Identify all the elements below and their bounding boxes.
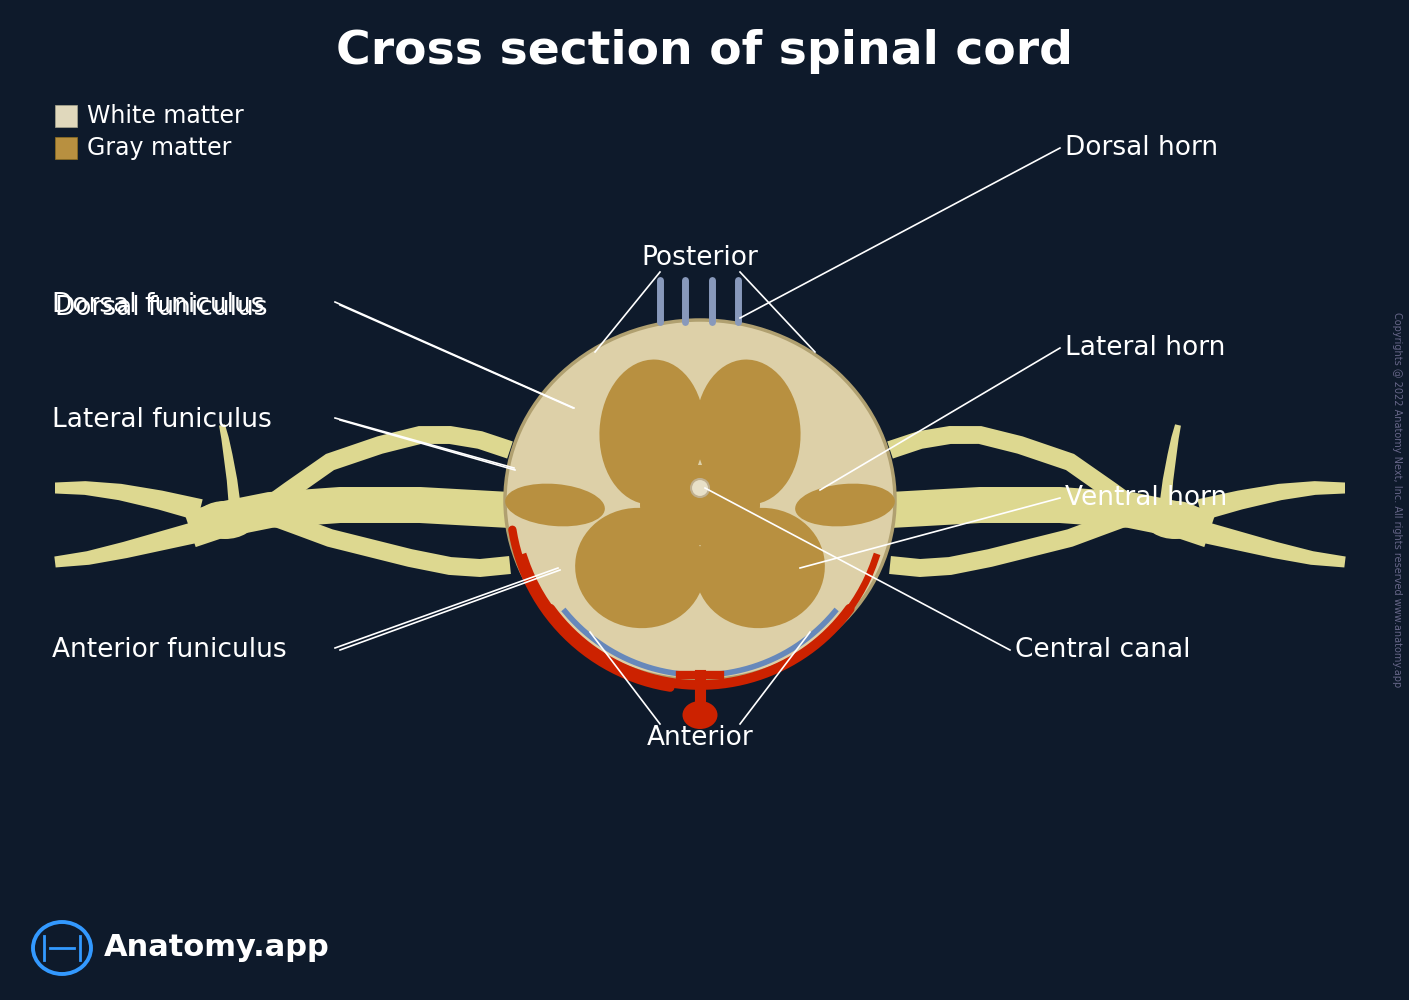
Polygon shape [55, 519, 207, 567]
Text: Anterior: Anterior [647, 725, 754, 751]
Text: Ventral horn: Ventral horn [1065, 485, 1227, 511]
Text: Dorsal funiculus: Dorsal funiculus [52, 292, 265, 318]
Text: Gray matter: Gray matter [87, 136, 231, 160]
Ellipse shape [194, 501, 255, 539]
Polygon shape [1198, 481, 1346, 521]
Bar [55, 137, 77, 159]
Ellipse shape [575, 508, 704, 628]
Text: Lateral horn: Lateral horn [1065, 335, 1226, 361]
Text: Anatomy.app: Anatomy.app [104, 934, 330, 962]
Text: Cross section of spinal cord: Cross section of spinal cord [335, 29, 1074, 75]
Text: Posterior: Posterior [641, 245, 758, 271]
Text: Lateral funiculus: Lateral funiculus [52, 407, 272, 433]
Polygon shape [262, 506, 511, 577]
Text: Copyrights @ 2022 Anatomy Next, Inc. All rights reserved www.anatomy.app: Copyrights @ 2022 Anatomy Next, Inc. All… [1392, 312, 1402, 688]
Ellipse shape [795, 484, 895, 526]
Text: Anterior funiculus: Anterior funiculus [52, 637, 286, 663]
Polygon shape [1160, 424, 1181, 509]
Text: Central canal: Central canal [1014, 637, 1191, 663]
Ellipse shape [696, 360, 800, 504]
Polygon shape [888, 426, 1140, 515]
Ellipse shape [1146, 501, 1205, 539]
Text: White matter: White matter [87, 104, 244, 128]
Polygon shape [1192, 519, 1346, 567]
Polygon shape [889, 487, 1216, 547]
Ellipse shape [695, 508, 824, 628]
Polygon shape [185, 487, 511, 547]
Polygon shape [889, 506, 1138, 577]
Ellipse shape [640, 465, 759, 545]
Ellipse shape [682, 701, 717, 729]
Ellipse shape [682, 623, 717, 673]
Ellipse shape [504, 320, 895, 680]
Bar [55, 105, 77, 127]
Text: Dorsal funiculus: Dorsal funiculus [55, 295, 268, 321]
Ellipse shape [506, 484, 604, 526]
Polygon shape [55, 481, 203, 521]
Polygon shape [218, 424, 241, 509]
Ellipse shape [599, 360, 704, 504]
Ellipse shape [690, 479, 709, 497]
Text: Dorsal horn: Dorsal horn [1065, 135, 1219, 161]
Ellipse shape [686, 333, 714, 371]
Polygon shape [259, 426, 513, 515]
